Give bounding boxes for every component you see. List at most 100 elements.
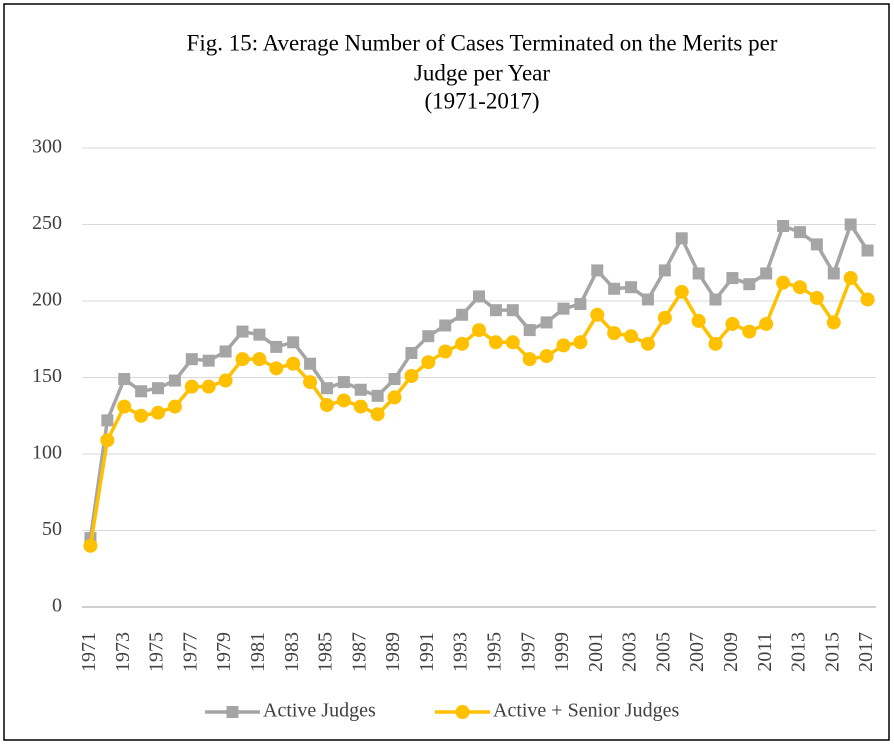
x-tick-label: 1971 (78, 632, 100, 672)
marker (101, 414, 114, 427)
marker (405, 347, 418, 360)
x-tick-label: 2007 (686, 632, 708, 672)
marker (472, 323, 486, 338)
marker (810, 238, 823, 251)
x-tick-label: 1973 (112, 632, 134, 672)
x-tick-label: 2017 (855, 632, 877, 672)
marker (117, 399, 132, 414)
marker (506, 304, 519, 317)
marker (167, 399, 182, 414)
marker (336, 393, 351, 408)
marker (152, 382, 165, 395)
marker (574, 298, 587, 311)
marker (319, 398, 334, 413)
marker (674, 284, 689, 299)
x-tick-label: 1997 (517, 632, 539, 672)
y-tick-label: 300 (32, 136, 62, 158)
legend-marker (226, 706, 239, 718)
marker (219, 345, 232, 358)
marker (421, 355, 436, 370)
marker (438, 344, 453, 359)
x-tick-label: 1977 (179, 632, 201, 672)
marker (287, 336, 300, 349)
y-tick-label: 0 (52, 595, 62, 617)
marker (777, 220, 790, 233)
x-tick-label: 2015 (821, 632, 843, 672)
marker (657, 310, 672, 325)
marker (473, 290, 485, 303)
legend-marker (455, 705, 470, 719)
marker (742, 324, 757, 339)
marker (843, 271, 858, 286)
x-tick-label: 2013 (788, 632, 810, 672)
marker (118, 373, 131, 386)
marker (861, 244, 874, 257)
marker (185, 353, 198, 366)
marker (100, 433, 115, 448)
marker (827, 267, 840, 280)
y-tick-label: 250 (32, 212, 62, 234)
marker (675, 232, 688, 245)
marker (286, 356, 301, 371)
marker (439, 319, 452, 332)
marker (760, 267, 773, 280)
marker (776, 275, 791, 290)
marker (303, 375, 318, 390)
marker (269, 361, 284, 376)
marker (252, 352, 267, 367)
marker (708, 336, 723, 351)
marker (455, 336, 470, 351)
marker (218, 373, 233, 388)
x-tick-label: 1995 (483, 632, 505, 672)
y-tick-label: 50 (42, 518, 62, 540)
x-tick-label: 1991 (416, 632, 438, 672)
x-tick-label: 1983 (281, 632, 303, 672)
marker (557, 302, 570, 315)
marker (691, 313, 706, 328)
marker (709, 293, 722, 306)
marker (370, 407, 385, 422)
marker (792, 280, 807, 295)
marker (826, 315, 841, 330)
marker (456, 308, 469, 321)
y-tick-label: 200 (32, 289, 62, 311)
marker (371, 389, 384, 402)
marker (809, 290, 824, 305)
x-tick-label: 1985 (315, 632, 337, 672)
marker (184, 379, 199, 394)
marker (422, 330, 435, 343)
marker (726, 272, 739, 285)
marker (337, 376, 350, 389)
x-tick-label: 2003 (619, 632, 641, 672)
marker (608, 282, 621, 295)
marker (404, 368, 419, 383)
frame (3, 3, 890, 741)
x-tick-label: 1987 (348, 632, 370, 672)
marker (523, 324, 536, 337)
x-tick-label: 2009 (720, 632, 742, 672)
chart-title: Fig. 15: Average Number of Cases Termina… (187, 30, 778, 55)
marker (320, 382, 333, 395)
marker (591, 264, 604, 277)
x-tick-label: 2005 (652, 632, 674, 672)
marker (201, 379, 216, 394)
marker (725, 316, 740, 331)
marker (489, 304, 502, 317)
x-tick-label: 2001 (585, 632, 607, 672)
marker (83, 538, 98, 553)
marker (151, 405, 166, 420)
marker (134, 408, 149, 423)
marker (235, 352, 250, 367)
marker (624, 329, 639, 344)
marker (860, 292, 875, 307)
marker (692, 267, 705, 280)
marker (625, 281, 638, 294)
marker (168, 374, 181, 387)
y-tick-label: 100 (32, 442, 62, 464)
x-tick-label: 1999 (551, 632, 573, 672)
marker (607, 326, 622, 341)
marker (590, 307, 605, 322)
marker (658, 264, 671, 277)
